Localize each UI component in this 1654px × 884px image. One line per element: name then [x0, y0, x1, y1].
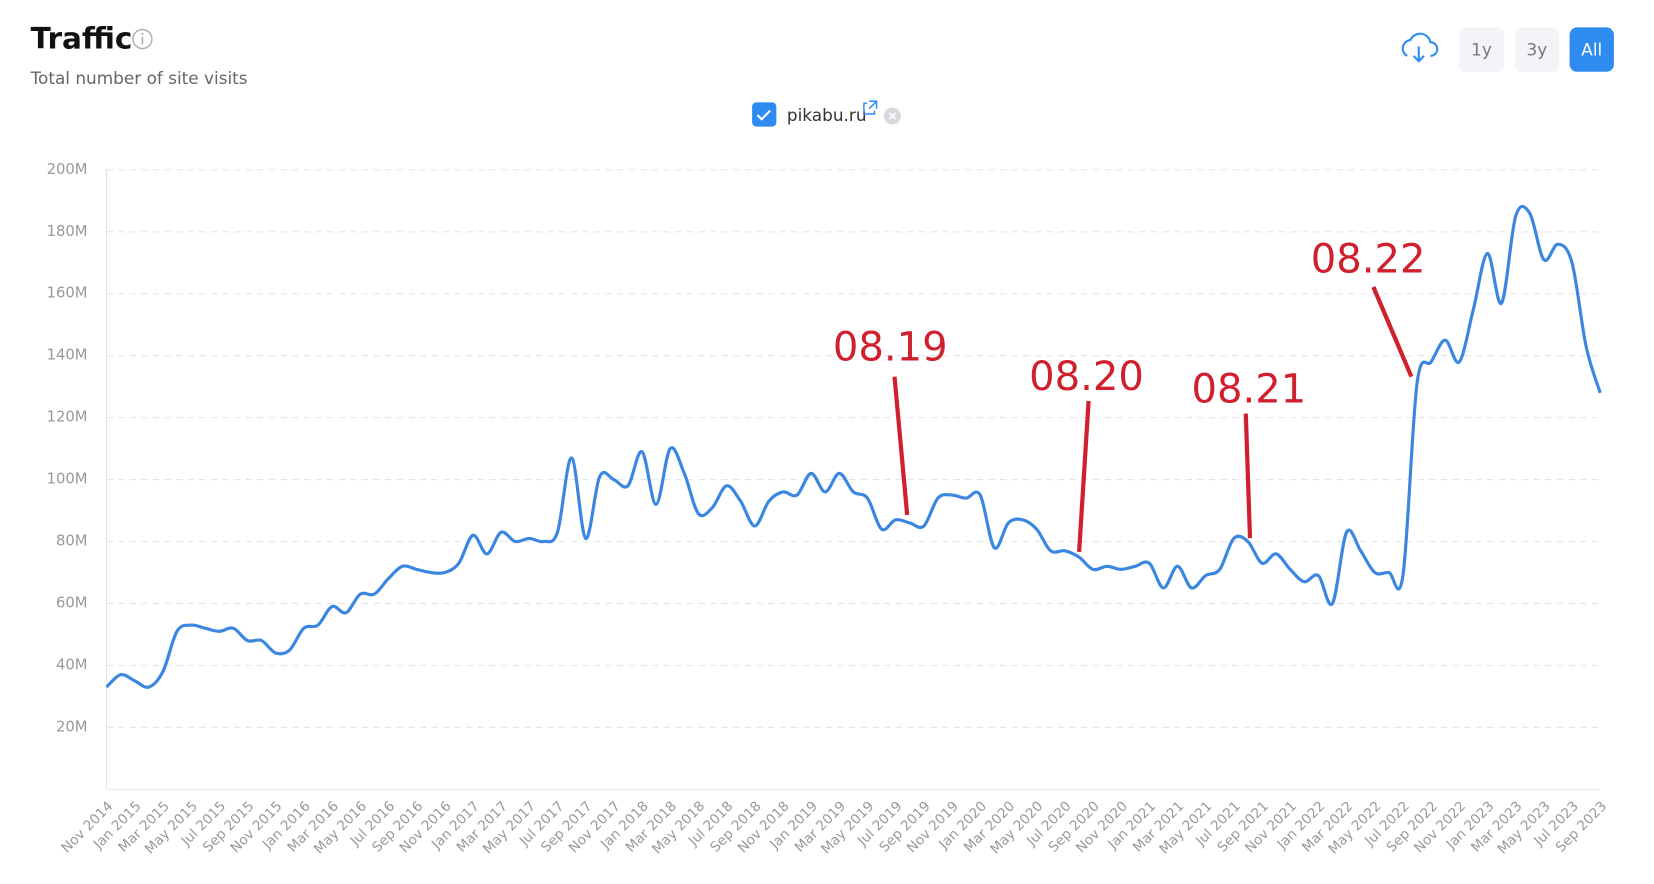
remove-icon[interactable]: [883, 107, 901, 125]
info-icon: [132, 28, 153, 50]
y-tick-label: 200M: [47, 161, 88, 178]
annotation: 08.19: [833, 324, 948, 370]
subtitle: Total number of site visits: [30, 68, 248, 88]
annotation: 08.22: [1311, 237, 1426, 283]
series-line: [105, 204, 1602, 689]
y-tick-label: 160M: [47, 285, 88, 302]
y-tick-label: 60M: [56, 594, 88, 611]
legend-label: pikabu.ru: [787, 105, 867, 125]
title: Traffic: [31, 22, 133, 56]
y-tick-label: 40M: [56, 656, 88, 673]
button-1y[interactable]: 1y: [1471, 40, 1492, 60]
annotation-line: [1077, 400, 1091, 552]
annotation-line: [1371, 286, 1414, 378]
y-tick-label: 100M: [47, 471, 88, 488]
annotation-line: [1243, 413, 1253, 539]
button-bg[interactable]: [1514, 27, 1560, 72]
y-tick-label: 80M: [56, 533, 88, 550]
button-bg[interactable]: [1569, 27, 1614, 72]
y-tick-label: 140M: [47, 347, 88, 364]
y-tick-label: 120M: [47, 409, 88, 426]
y-tick-label: 20M: [56, 718, 88, 735]
button-all[interactable]: All: [1581, 40, 1602, 60]
download-button[interactable]: [1401, 32, 1439, 63]
y-tick-label: 180M: [47, 223, 88, 240]
annotation-line: [892, 376, 910, 516]
legend-checkbox[interactable]: [752, 102, 777, 127]
check: [756, 110, 771, 121]
external-link-icon[interactable]: [863, 100, 878, 115]
button-3y[interactable]: 3y: [1527, 40, 1548, 60]
button-bg[interactable]: [1458, 27, 1505, 72]
annotation: 08.21: [1192, 366, 1307, 412]
annotation: 08.20: [1029, 354, 1144, 400]
